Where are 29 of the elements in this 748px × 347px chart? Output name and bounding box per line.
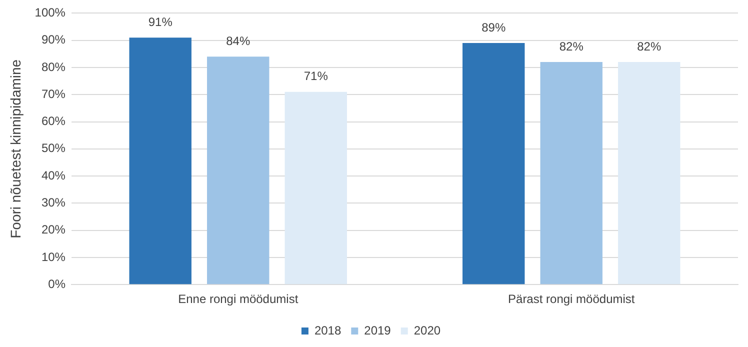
y-tick-label: 0%	[48, 276, 66, 291]
y-tick-label: 40%	[41, 168, 66, 182]
x-tick-label: Enne rongi möödumist	[178, 292, 299, 306]
y-tick-label: 60%	[41, 114, 66, 128]
x-tick-label: Pärast rongi möödumist	[508, 292, 636, 306]
y-tick-label: 90%	[41, 32, 66, 47]
data-label: 82%	[637, 39, 662, 54]
data-label: 71%	[304, 69, 328, 84]
bar	[540, 62, 602, 284]
y-tick-label: 80%	[41, 60, 66, 74]
y-tick-label: 50%	[41, 141, 66, 156]
legend-label: 2019	[364, 323, 392, 338]
data-label: 89%	[482, 20, 506, 34]
y-axis-title: Foori nõuetest kinnipidamine	[7, 59, 24, 238]
bar	[462, 43, 525, 284]
bar	[618, 62, 680, 284]
y-tick-label: 100%	[34, 6, 66, 20]
y-tick-label: 70%	[41, 86, 66, 101]
bar	[129, 38, 192, 284]
data-label: 84%	[226, 34, 250, 48]
data-label: 82%	[559, 39, 584, 54]
legend-label: 2018	[314, 323, 342, 338]
bar	[207, 56, 270, 284]
y-tick-label: 10%	[41, 250, 66, 264]
legend-label: 2020	[414, 323, 441, 338]
bar	[284, 92, 347, 284]
data-label: 91%	[148, 14, 173, 29]
y-tick-label: 30%	[41, 195, 66, 210]
y-tick-label: 20%	[41, 222, 66, 237]
